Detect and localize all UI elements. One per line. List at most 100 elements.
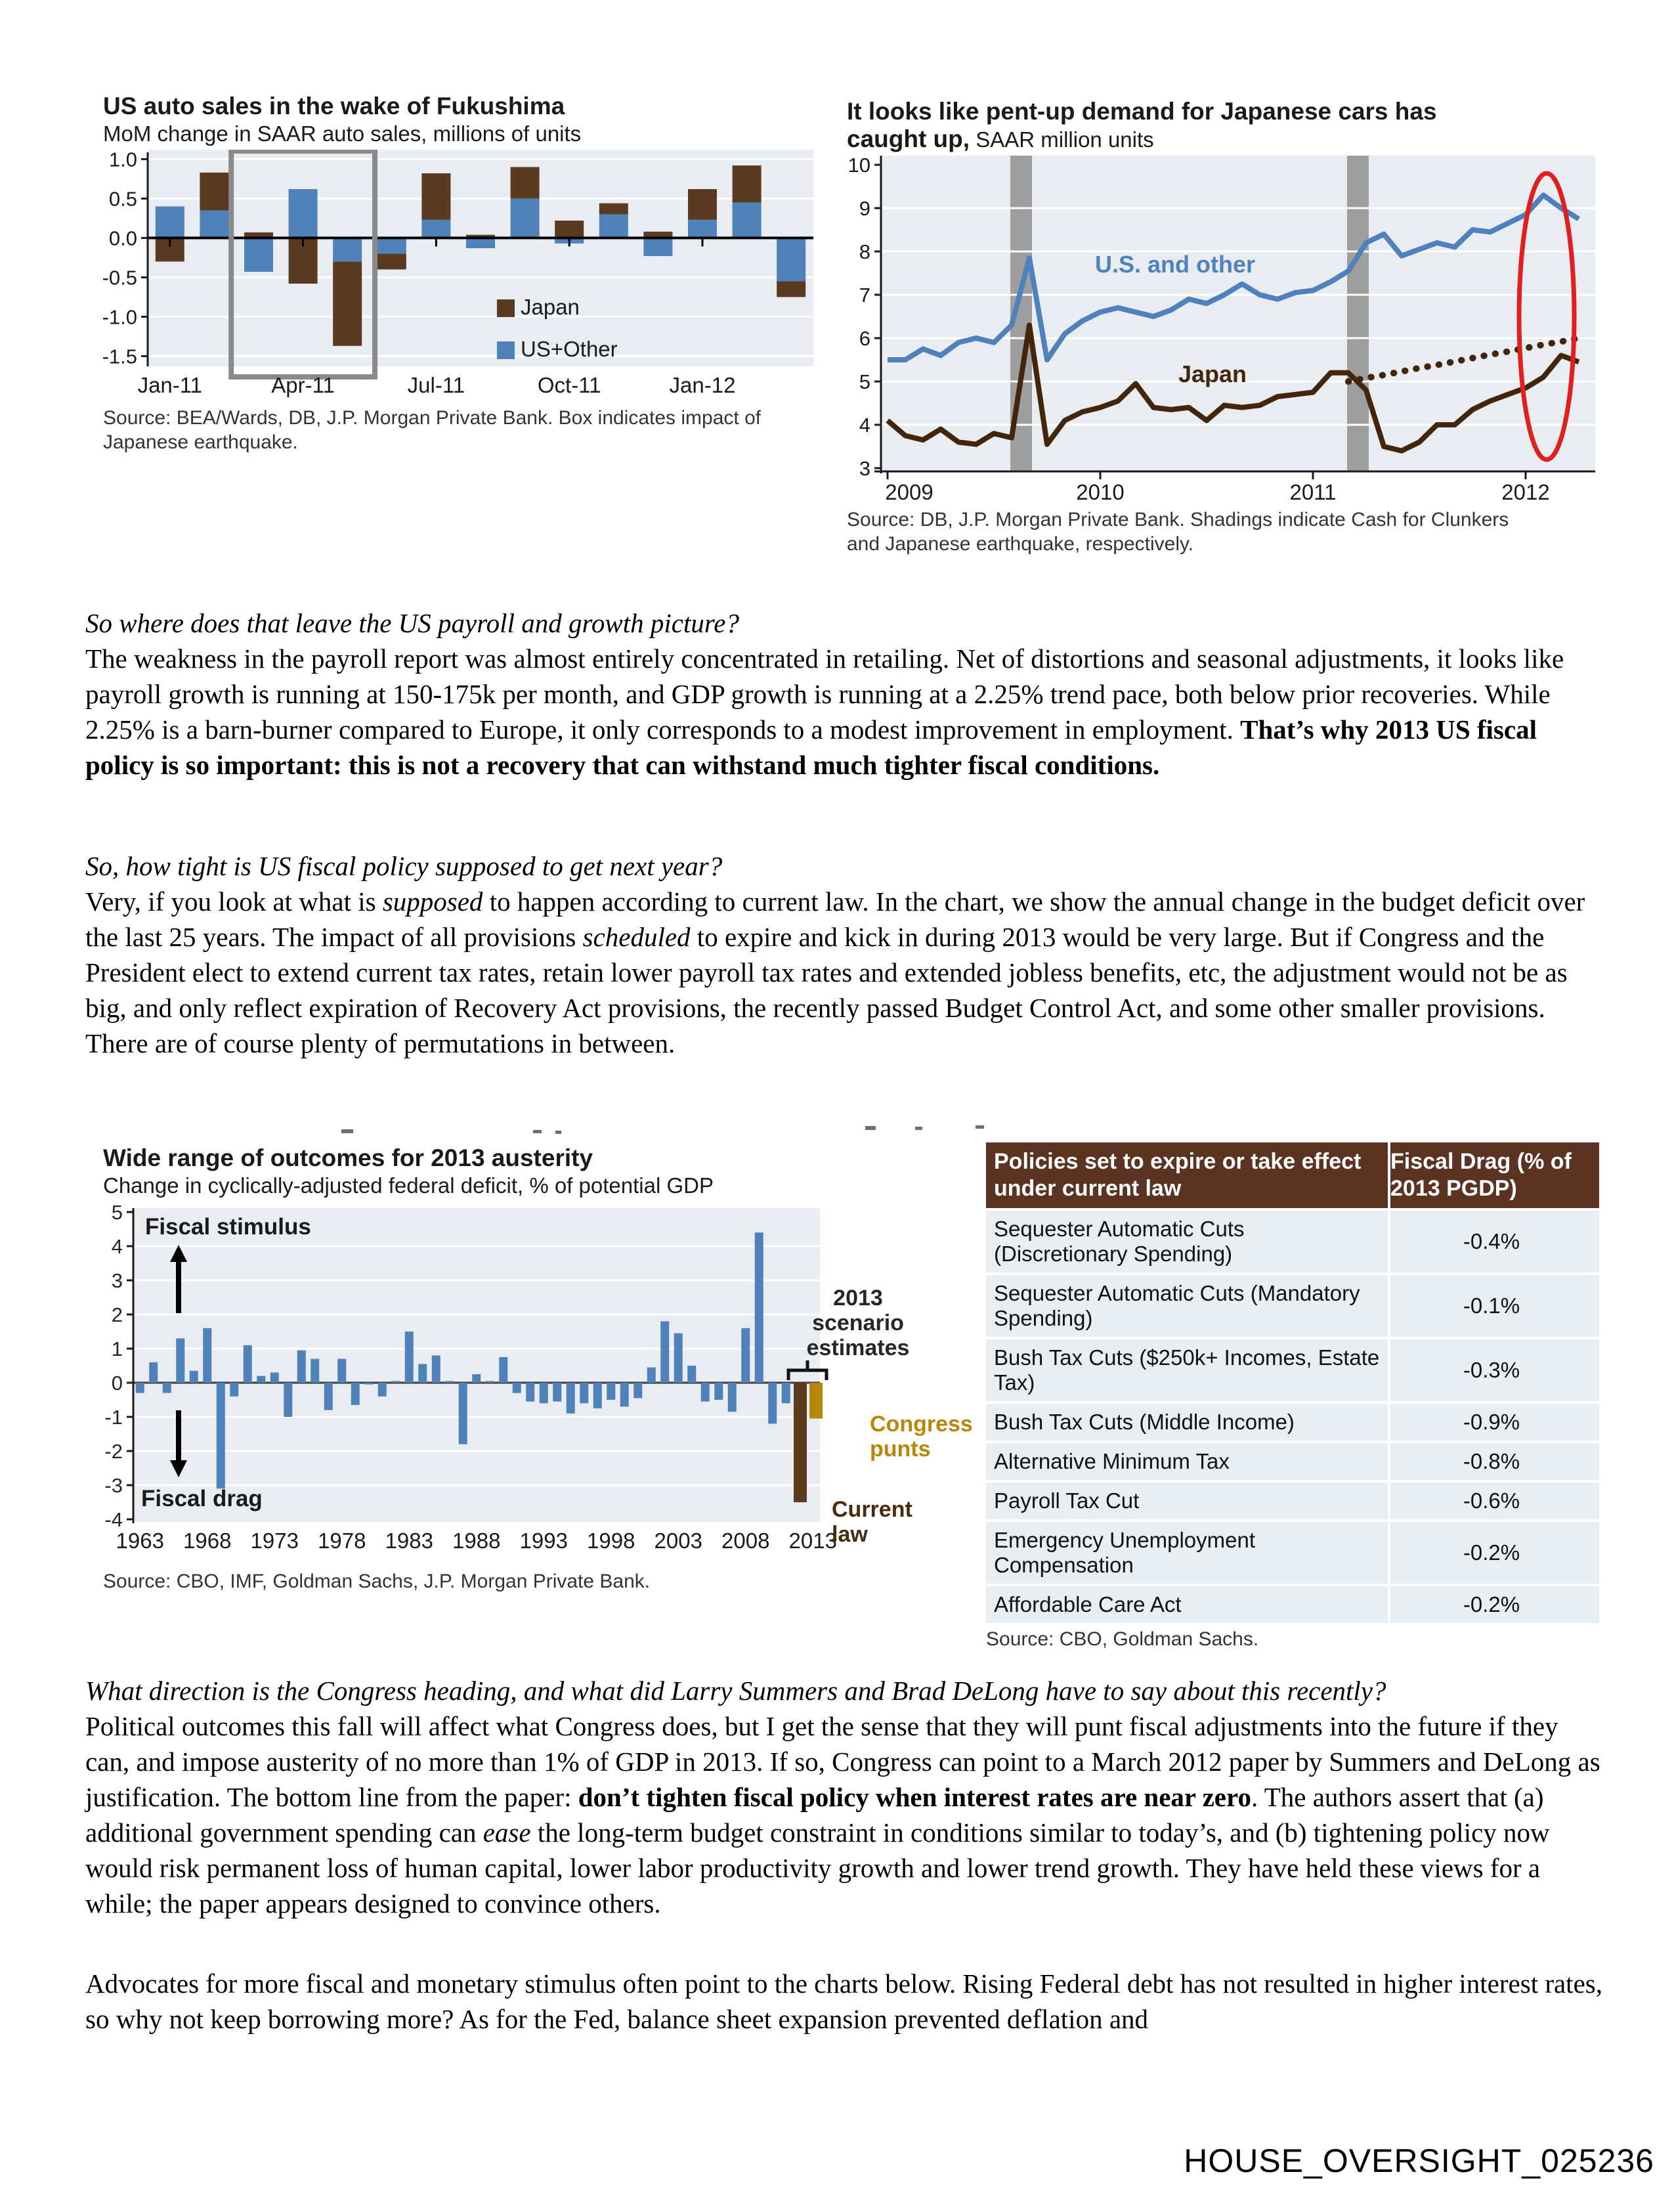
svg-text:-1.5: -1.5	[103, 345, 137, 368]
svg-text:2010: 2010	[1076, 480, 1124, 504]
section2-body: Very, if you look at what is supposed to…	[85, 886, 1585, 1058]
scan-artifact	[341, 1129, 353, 1133]
section-stimulus-advocates: Advocates for more fiscal and monetary s…	[85, 1966, 1603, 2037]
section2-heading: So, how tight is US fiscal policy suppos…	[85, 851, 723, 881]
svg-text:1963: 1963	[116, 1529, 164, 1553]
policy-table-grid: Policies set to expire or take effect un…	[986, 1142, 1603, 1623]
highlight-ellipse	[1516, 171, 1577, 462]
svg-text:-4: -4	[104, 1508, 123, 1531]
scenario-label: scenario	[812, 1311, 904, 1335]
chart2-plot: 10 9 8 7 6 5 4 3 2009 2010 2011 2012 U.S. and other J…	[848, 156, 1595, 504]
svg-text:1988: 1988	[452, 1529, 500, 1553]
svg-text:2012: 2012	[1501, 480, 1549, 504]
series-u-s-and-other	[888, 192, 1581, 362]
svg-text:10: 10	[848, 156, 870, 177]
scan-artifact	[976, 1125, 984, 1129]
bates-stamp: HOUSE_OVERSIGHT_025236	[1184, 2142, 1654, 2179]
drag-value-cell: -0.3%	[1390, 1339, 1599, 1401]
drag-header-cell: Fiscal Drag (% of 2013 PGDP)	[1390, 1142, 1599, 1208]
svg-text:5: 5	[859, 370, 870, 393]
svg-text:US+Other: US+Other	[521, 337, 618, 361]
svg-text:Jan-11: Jan-11	[138, 373, 202, 397]
svg-text:Jan-12: Jan-12	[670, 373, 736, 397]
chart3-source: Source: CBO, IMF, Goldman Sachs, J.P. Mo…	[103, 1571, 651, 1592]
svg-text:3: 3	[859, 457, 870, 480]
svg-text:4: 4	[112, 1235, 123, 1258]
svg-text:2: 2	[112, 1303, 123, 1326]
svg-text:-1.0: -1.0	[103, 305, 137, 328]
policy-header-cell: Policies set to expire or take effect un…	[986, 1142, 1388, 1208]
drag-value-cell: -0.2%	[1390, 1522, 1599, 1584]
table-source: Source: CBO, Goldman Sachs.	[986, 1628, 1259, 1650]
scenario-label: estimates	[807, 1335, 910, 1360]
svg-text:2008: 2008	[721, 1529, 769, 1553]
legend: Japan US+Other	[497, 295, 618, 361]
scan-artifact	[555, 1131, 561, 1134]
svg-text:7: 7	[859, 284, 870, 307]
svg-text:Apr-11: Apr-11	[271, 373, 335, 397]
svg-text:8: 8	[859, 240, 870, 263]
chart2-title-line2: caught up, SAAR million units	[847, 126, 1608, 153]
series-japan-dotted-trend-	[1345, 335, 1582, 385]
svg-text:1973: 1973	[251, 1529, 299, 1553]
drag-value-cell: -0.1%	[1390, 1275, 1599, 1337]
chart3-subtitle: Change in cyclically-adjusted federal de…	[103, 1173, 714, 1198]
chart2-title-units: SAAR million units	[970, 127, 1154, 152]
svg-text:3: 3	[112, 1269, 123, 1292]
annual-bars	[135, 1232, 804, 1489]
svg-text:-1: -1	[104, 1406, 123, 1429]
svg-text:1: 1	[112, 1337, 123, 1360]
chart2-title-bold: caught up,	[847, 125, 970, 152]
svg-text:1978: 1978	[318, 1529, 366, 1553]
policy-cell: Bush Tax Cuts ($250k+ Incomes, Estate Ta…	[986, 1339, 1388, 1401]
svg-text:1983: 1983	[385, 1529, 433, 1553]
policy-table: Policies set to expire or take effect un…	[986, 1142, 1603, 1651]
scan-artifact	[915, 1127, 922, 1130]
figure-pent-up-demand: It looks like pent-up demand for Japanes…	[847, 97, 1608, 556]
figure-us-auto-sales: US auto sales in the wake of Fukushima M…	[103, 92, 832, 454]
svg-text:9: 9	[859, 197, 870, 220]
stacked-bars	[155, 165, 806, 346]
policy-cell: Emergency Unemployment Compensation	[986, 1522, 1388, 1584]
drag-value-cell: -0.8%	[1390, 1443, 1599, 1480]
drag-value-cell: -0.6%	[1390, 1483, 1599, 1519]
drag-value-cell: -0.9%	[1390, 1404, 1599, 1441]
section1-body: The weakness in the payroll report was a…	[85, 643, 1564, 780]
svg-text:6: 6	[859, 327, 870, 350]
drag-value-cell: -0.4%	[1390, 1211, 1599, 1272]
svg-text:1993: 1993	[520, 1529, 568, 1553]
up-arrow-icon	[170, 1245, 187, 1262]
policy-cell: Bush Tax Cuts (Middle Income)	[986, 1404, 1388, 1441]
us-line-label: U.S. and other	[1095, 251, 1255, 278]
section3-body: Political outcomes this fall will affect…	[85, 1711, 1600, 1919]
section-payroll-growth: So where does that leave the US payroll …	[85, 605, 1603, 783]
svg-text:2003: 2003	[655, 1529, 702, 1553]
svg-text:-0.5: -0.5	[103, 266, 137, 289]
svg-text:-3: -3	[104, 1474, 123, 1497]
svg-text:2013: 2013	[789, 1529, 837, 1553]
current-law-label: Current	[832, 1497, 912, 1522]
earthquake-box	[228, 150, 377, 380]
svg-text:2011: 2011	[1290, 480, 1337, 504]
chart2-title-line1: It looks like pent-up demand for Japanes…	[847, 98, 1437, 125]
svg-text:2009: 2009	[885, 480, 933, 504]
scan-artifact	[533, 1130, 542, 1133]
policy-cell: Sequester Automatic Cuts (Mandatory Spen…	[986, 1275, 1388, 1337]
fiscal-stimulus-label: Fiscal stimulus	[145, 1214, 311, 1240]
scenario-bracket	[786, 1360, 828, 1380]
current-law-bar	[794, 1383, 807, 1502]
drag-value-cell: -0.2%	[1390, 1586, 1599, 1623]
section-fiscal-tightness: So, how tight is US fiscal policy suppos…	[85, 848, 1603, 1061]
svg-text:1968: 1968	[183, 1529, 231, 1553]
svg-text:1998: 1998	[587, 1529, 635, 1553]
current-law-label: law	[832, 1522, 868, 1547]
figure-2013-austerity: Wide range of outcomes for 2013 austerit…	[103, 1144, 1022, 1594]
scenario-label: 2013	[833, 1286, 883, 1311]
fiscal-drag-label: Fiscal drag	[141, 1486, 263, 1511]
svg-text:-2: -2	[104, 1440, 123, 1463]
section3-heading: What direction is the Congress heading, …	[85, 1676, 1386, 1706]
svg-text:Jul-11: Jul-11	[408, 373, 465, 397]
policy-cell: Alternative Minimum Tax	[986, 1443, 1388, 1480]
down-arrow-icon	[170, 1460, 187, 1477]
